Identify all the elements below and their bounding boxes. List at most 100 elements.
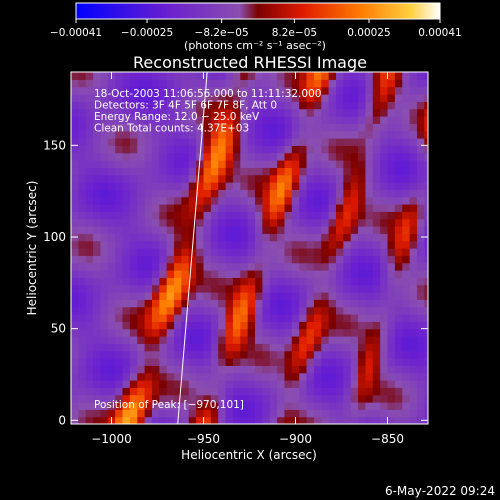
heatmap-cell: [358, 123, 367, 132]
heatmap-cell: [306, 380, 315, 388]
heatmap-cell: [159, 292, 168, 300]
heatmap-cell: [424, 299, 428, 308]
heatmap-cell: [284, 416, 293, 424]
heatmap-cell: [151, 86, 160, 95]
heatmap-cell: [218, 211, 227, 220]
heatmap-cell: [277, 218, 286, 227]
heatmap-cell: [358, 358, 367, 366]
heatmap-cell: [350, 130, 359, 139]
heatmap-cell: [343, 226, 352, 234]
heatmap-cell: [100, 416, 109, 424]
heatmap-cell: [394, 182, 403, 190]
heatmap-cell: [196, 211, 205, 220]
heatmap-cell: [129, 409, 138, 418]
heatmap-cell: [328, 86, 337, 95]
heatmap-cell: [277, 182, 286, 190]
heatmap-cell: [115, 138, 124, 146]
heatmap-cell: [380, 196, 389, 205]
heatmap-cell: [402, 204, 411, 212]
heatmap-cell: [321, 167, 330, 176]
heatmap-cell: [203, 262, 212, 271]
heatmap-cell: [313, 299, 322, 308]
heatmap-cell: [372, 292, 381, 300]
heatmap-cell: [218, 79, 227, 88]
heatmap-cell: [225, 94, 234, 102]
heatmap-cell: [343, 292, 352, 300]
heatmap-cell: [365, 292, 374, 300]
heatmap-cell: [313, 108, 322, 117]
heatmap-cell: [129, 306, 138, 315]
heatmap-cell: [321, 138, 330, 146]
heatmap-cell: [313, 358, 322, 366]
heatmap-cell: [174, 167, 183, 176]
heatmap-cell: [188, 343, 197, 352]
heatmap-cell: [402, 218, 411, 227]
heatmap-cell: [358, 343, 367, 352]
heatmap-cell: [306, 152, 315, 161]
heatmap-cell: [416, 116, 425, 124]
heatmap-cell: [159, 130, 168, 139]
heatmap-cell: [335, 72, 344, 80]
heatmap-cell: [232, 380, 241, 388]
heatmap-cell: [277, 189, 286, 198]
heatmap-cell: [151, 343, 160, 352]
heatmap-cell: [262, 130, 271, 139]
heatmap-cell: [343, 240, 352, 249]
heatmap-cell: [203, 174, 212, 183]
heatmap-cell: [247, 145, 256, 154]
heatmap-cell: [387, 94, 396, 102]
heatmap-cell: [365, 160, 374, 168]
heatmap-cell: [225, 387, 234, 396]
heatmap-cell: [166, 321, 175, 330]
heatmap-cell: [78, 204, 87, 212]
heatmap-cell: [166, 226, 175, 234]
heatmap-cell: [255, 218, 263, 227]
heatmap-cell: [225, 358, 234, 366]
heatmap-cell: [85, 387, 94, 396]
heatmap-cell: [93, 365, 102, 374]
heatmap-cell: [247, 299, 256, 308]
heatmap-cell: [306, 94, 315, 102]
heatmap-cell: [380, 321, 389, 330]
y-axis-label: Heliocentric Y (arcsec): [25, 181, 39, 316]
heatmap-cell: [424, 160, 428, 168]
heatmap-cell: [144, 336, 153, 344]
heatmap-cell: [137, 299, 146, 308]
heatmap-cell: [78, 94, 87, 102]
heatmap-cell: [174, 306, 183, 315]
heatmap-cell: [262, 108, 271, 117]
heatmap-cell: [321, 292, 330, 300]
heatmap-cell: [424, 204, 428, 212]
heatmap-cell: [358, 152, 367, 161]
heatmap-cell: [203, 372, 212, 381]
heatmap-cell: [210, 409, 219, 418]
heatmap-cell: [343, 72, 352, 80]
heatmap-cell: [151, 394, 160, 403]
heatmap-cell: [343, 409, 352, 418]
heatmap-cell: [350, 108, 359, 117]
heatmap-cell: [372, 277, 381, 286]
heatmap-cell: [115, 277, 124, 286]
heatmap-cell: [416, 321, 425, 330]
heatmap-cell: [328, 145, 337, 154]
heatmap-cell: [115, 145, 124, 154]
heatmap-cell: [181, 358, 190, 366]
heatmap-cell: [269, 372, 278, 381]
heatmap-cell: [358, 204, 367, 212]
heatmap-cell: [71, 270, 79, 278]
heatmap-cell: [232, 240, 241, 249]
heatmap-cell: [343, 182, 352, 190]
heatmap-cell: [159, 152, 168, 161]
heatmap-cell: [144, 409, 153, 418]
heatmap-cell: [225, 277, 234, 286]
heatmap-cell: [291, 299, 300, 308]
heatmap-cell: [328, 160, 337, 168]
heatmap-cell: [394, 343, 403, 352]
heatmap-cell: [262, 306, 271, 315]
heatmap-cell: [188, 182, 197, 190]
peak-label: Position of Peak: [−970,101]: [94, 399, 244, 411]
heatmap-cell: [159, 372, 168, 381]
heatmap-cell: [402, 108, 411, 117]
heatmap-cell: [85, 145, 94, 154]
heatmap-cell: [196, 116, 205, 124]
